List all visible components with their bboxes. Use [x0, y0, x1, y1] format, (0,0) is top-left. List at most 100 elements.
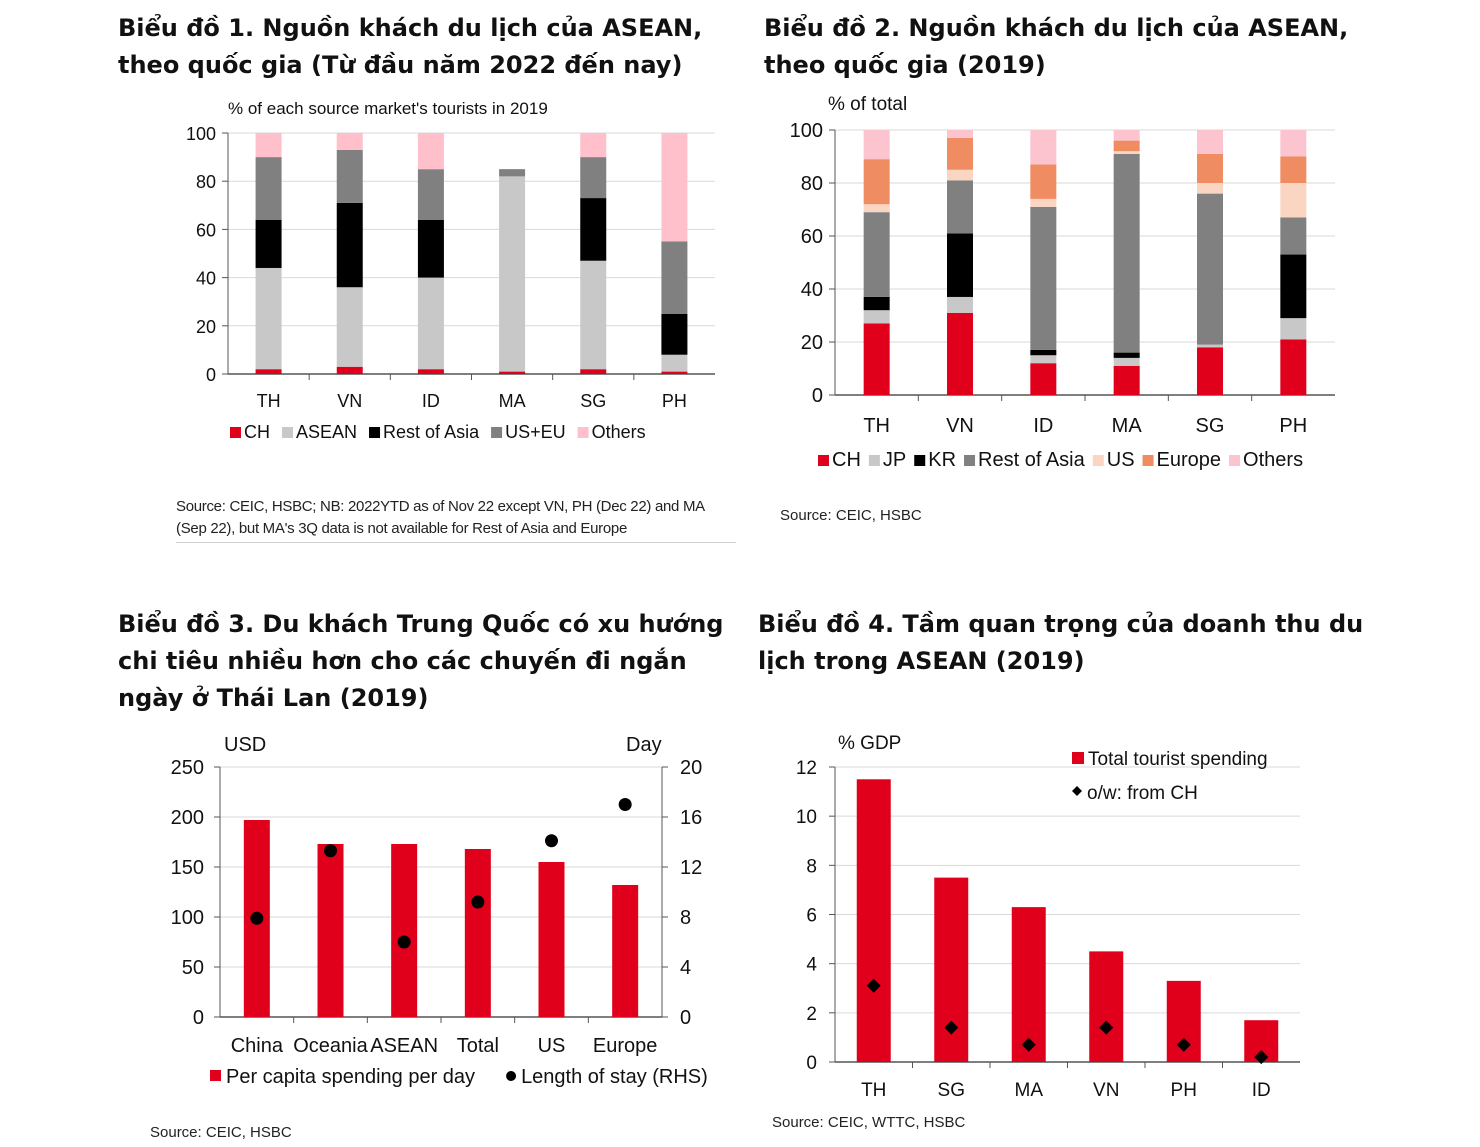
chart1-legend-label: Rest of Asia [383, 422, 480, 442]
chart1-bar-th-rest-of-asia [255, 219, 282, 268]
chart3-y2tick-label: 20 [680, 757, 702, 779]
chart3-bar-oceania [317, 844, 344, 1017]
chart2-xtick-label: TH [863, 415, 890, 437]
chart3-ytick-label: 200 [171, 807, 204, 829]
chart2-xtick-label: VN [946, 415, 974, 437]
chart1-ytick-label: 0 [206, 365, 216, 385]
chart2-legend-label: Rest of Asia [978, 449, 1086, 471]
chart1-legend-label: US+EU [505, 422, 566, 442]
chart3-y2label: Day [626, 734, 662, 756]
chart1-xtick-label: SG [580, 391, 606, 411]
chart4-xtick-label: ID [1252, 1080, 1271, 1101]
chart4-ylabel: % GDP [838, 733, 901, 754]
chart4-ytick-label: 0 [806, 1053, 817, 1074]
chart1-bar-sg-us-eu [580, 157, 607, 199]
chart2-ytick-label: 60 [801, 226, 823, 248]
chart3-dot-asean [397, 935, 411, 949]
chart2-legend-swatch [964, 455, 976, 466]
chart4-bar-vn [1089, 951, 1124, 1062]
chart3-y2tick-label: 12 [680, 857, 702, 879]
chart1-ytick-label: 100 [186, 124, 216, 144]
chart1-bar-ph-rest-of-asia [661, 313, 688, 355]
chart2-bar-th-europe [863, 159, 890, 205]
chart1-bar-sg-ch [580, 369, 607, 374]
chart1-ytick-label: 80 [196, 172, 216, 192]
chart1-legend-label: ASEAN [296, 422, 357, 442]
chart2-bar-ma-ch [1113, 365, 1140, 395]
chart2-xtick-label: SG [1196, 415, 1225, 437]
chart2-bar-id-others [1030, 130, 1057, 165]
chart1-xtick-label: PH [662, 391, 687, 411]
chart3-xtick-label: Europe [593, 1035, 658, 1057]
chart2-bar-ma-kr [1113, 352, 1140, 358]
chart1-ylabel: % of each source market's tourists in 20… [228, 99, 548, 118]
chart3-bar-europe [612, 885, 639, 1017]
chart3-ytick-label: 0 [193, 1007, 204, 1029]
chart3-bar-us [538, 862, 565, 1017]
chart2-legend-label: Others [1243, 449, 1303, 471]
chart3-dot-us [545, 834, 558, 848]
chart2-legend-swatch [1142, 455, 1154, 466]
chart1-bar-vn-ch [336, 366, 363, 374]
chart4-diamond-ma [1021, 1037, 1036, 1052]
chart3-source: Source: CEIC, HSBC [150, 1124, 292, 1141]
chart3-legend-swatch [210, 1070, 221, 1081]
chart1-ytick-label: 40 [196, 269, 216, 289]
chart4-diamond-th [866, 978, 881, 993]
chart4-ytick-label: 10 [796, 807, 817, 828]
chart4-ytick-label: 12 [796, 758, 817, 779]
chart3-ytick-label: 50 [182, 957, 204, 979]
chart2-bar-ph-ch [1280, 339, 1307, 395]
chart3-xtick-label: Total [457, 1035, 499, 1057]
chart1-ytick-label: 60 [196, 220, 216, 240]
chart2-legend-label: CH [832, 449, 861, 471]
chart2-ytick-label: 0 [812, 385, 823, 407]
chart2-bar-th-others [863, 130, 890, 160]
chart4-diamond-vn [1099, 1020, 1114, 1035]
chart2-bar-ma-europe [1113, 140, 1140, 152]
chart4-source: Source: CEIC, WTTC, HSBC [772, 1114, 966, 1131]
chart1-legend-swatch [230, 427, 241, 438]
chart1-bar-vn-us-eu [336, 149, 363, 203]
chart1-xtick-label: VN [337, 391, 362, 411]
chart3-dot-oceania [324, 844, 337, 858]
chart2-legend-label: KR [928, 449, 956, 471]
chart4-xtick-label: SG [938, 1080, 965, 1101]
chart2-bar-ph-us [1280, 183, 1307, 218]
chart2-bar-sg-rest-of-asia [1197, 193, 1223, 345]
chart4-xtick-label: MA [1015, 1080, 1044, 1101]
chart3-y2tick-label: 4 [680, 957, 691, 979]
chart2-legend-label: Europe [1157, 449, 1222, 471]
chart4-ytick-label: 4 [806, 955, 817, 976]
chart2-legend-swatch [1092, 455, 1104, 466]
chart1-legend-swatch [577, 427, 589, 438]
chart4-legend-label: Total tourist spending [1088, 749, 1268, 770]
chart2-svg: 0 20 40 60 80 100% of total TH VN ID MA SG PH CH JP KR… [790, 94, 1335, 471]
chart4-legend-swatch [1072, 752, 1084, 764]
chart3-dot-china [250, 911, 264, 925]
chart1-title: Biểu đồ 1. Nguồn khách du lịch của ASEAN… [118, 14, 703, 79]
chart4-bar-th [856, 779, 891, 1062]
chart1-bar-th-ch [255, 369, 282, 374]
chart4-title: Biểu đồ 4. Tầm quan trọng của doanh thu … [758, 610, 1364, 675]
chart1-source: Source: CEIC, HSBC; NB: 2022YTD as of No… [176, 496, 736, 543]
chart2-ytick-label: 80 [801, 173, 823, 195]
chart4-ytick-label: 2 [806, 1004, 817, 1025]
chart2-bar-ma-jp [1113, 357, 1140, 366]
chart1-bar-ph-us-eu [661, 241, 688, 314]
chart1-bar-sg-rest-of-asia [580, 198, 607, 261]
chart2-bar-vn-others [947, 130, 973, 138]
chart3-legend-label: Length of stay (RHS) [521, 1066, 708, 1088]
chart2-bar-id-ch [1030, 363, 1057, 395]
chart2-bar-th-kr [863, 296, 890, 311]
chart3-ytick-label: 250 [171, 757, 204, 779]
chart1-source-line-1: Source: CEIC, HSBC; NB: 2022YTD as of No… [176, 498, 705, 515]
chart2-bar-sg-ch [1197, 347, 1223, 395]
chart2-bar-th-us [863, 204, 890, 213]
chart1-bar-id-rest-of-asia [417, 219, 444, 278]
chart2-bar-vn-rest-of-asia [947, 180, 973, 234]
chart1-bar-sg-asean [580, 260, 607, 370]
chart1-bar-sg-others [580, 133, 607, 158]
chart2-source: Source: CEIC, HSBC [780, 507, 922, 524]
chart2-bar-ph-others [1280, 130, 1307, 157]
